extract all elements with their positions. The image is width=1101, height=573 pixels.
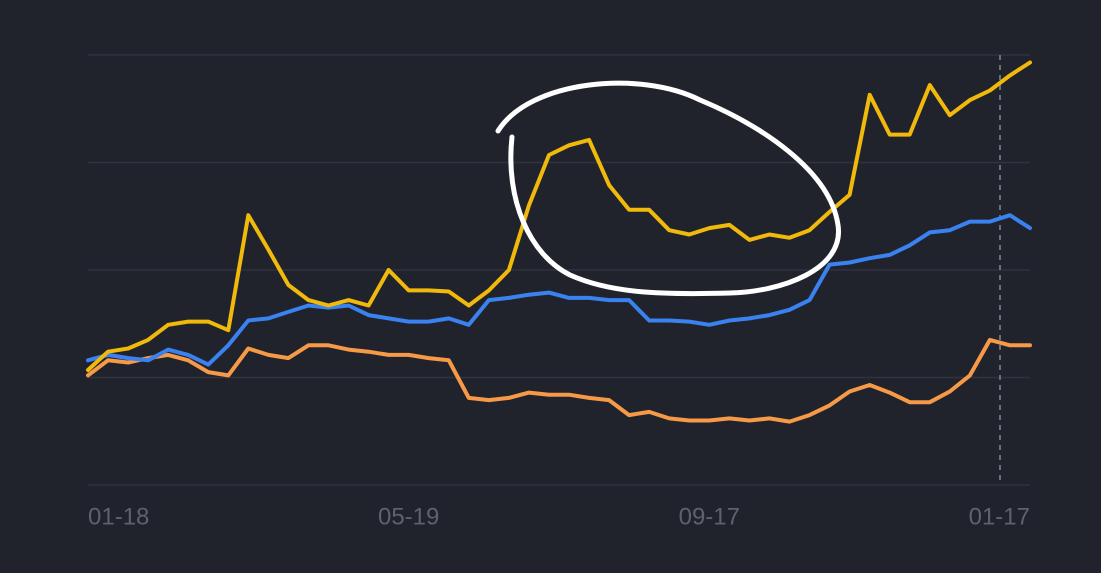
series-line bbox=[86, 337, 1032, 424]
annotation-circle bbox=[495, 80, 841, 297]
x-tick-label: 01-18 bbox=[88, 503, 149, 530]
series-line bbox=[86, 60, 1032, 372]
x-axis: 01-18 05-19 09-17 01-17 bbox=[88, 503, 1030, 530]
x-tick-label: 05-19 bbox=[378, 503, 439, 530]
series-line bbox=[86, 213, 1032, 367]
lines bbox=[86, 60, 1032, 424]
x-tick-label: 01-17 bbox=[969, 503, 1030, 530]
x-tick-label: 09-17 bbox=[679, 503, 740, 530]
